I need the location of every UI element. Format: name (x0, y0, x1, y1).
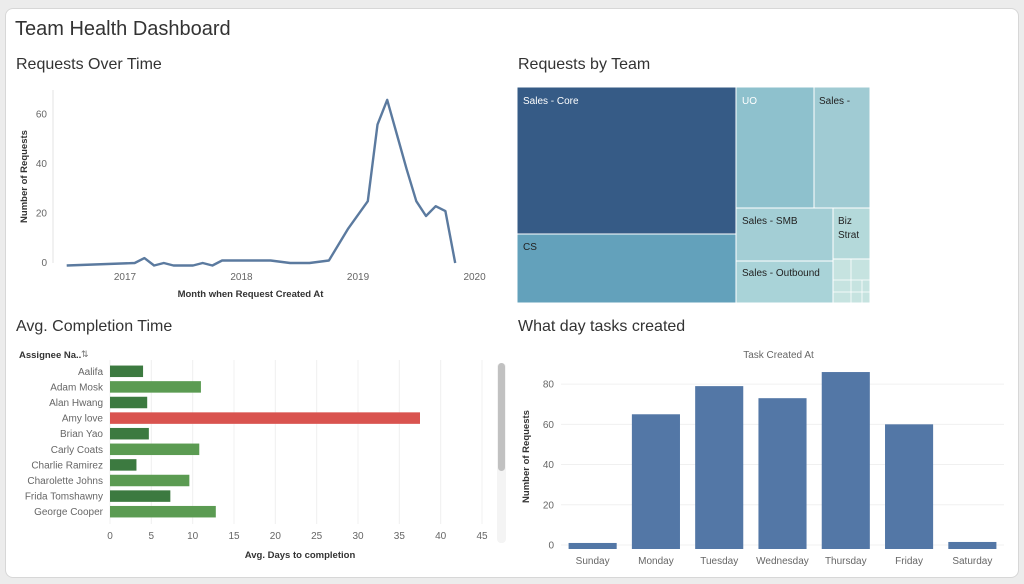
hbar-bar[interactable] (110, 443, 200, 456)
hbar-bar[interactable] (110, 365, 144, 378)
treemap-label-sales-core: Sales - Core (523, 96, 579, 107)
hbar-x-tick-label: 10 (187, 531, 199, 542)
hbar-category-label[interactable]: Amy love (62, 414, 104, 425)
line-y-tick: 40 (36, 159, 48, 170)
avg-completion-scrollbar-thumb[interactable] (498, 363, 505, 471)
avg-completion-chart[interactable]: 0 5 10 15 20 25 30 35 40 45 Aalifa Adam Mosk Alan Hw… (14, 360, 498, 568)
hbar-category-label[interactable]: Brian Yao (60, 429, 103, 440)
vbar-bar[interactable] (631, 414, 680, 549)
requests-over-time-chart[interactable]: 0 20 40 60 2017 2018 2019 2020 Month when Reques… (14, 80, 510, 308)
day-created-title: What day tasks created (518, 318, 686, 335)
treemap-label-sales: Sales - (819, 96, 850, 107)
vbar-category-label[interactable]: Friday (895, 556, 923, 567)
dashboard-title: Team Health Dashboard (15, 18, 231, 40)
day-created-chart[interactable]: Task Created At 0 20 40 60 80 Number of Reques… (516, 344, 1010, 572)
hbar-bar[interactable] (110, 427, 149, 440)
requests-by-team-treemap[interactable]: Sales - Core CS UO Sales - Sales - SMB B… (517, 87, 870, 303)
hbar-bar[interactable] (110, 381, 201, 393)
hbar-bar[interactable] (110, 474, 190, 487)
line-y-tick: 60 (36, 110, 48, 121)
avg-completion-title: Avg. Completion Time (16, 318, 173, 335)
vbar-category-label[interactable]: Tuesday (700, 556, 738, 567)
vbar-y-tick: 60 (543, 420, 555, 431)
vbar-bar[interactable] (695, 386, 744, 549)
line-x-tick: 2020 (463, 272, 486, 283)
hbar-bar[interactable] (110, 505, 216, 518)
treemap-label-biz-strat: Biz Strat (838, 216, 859, 241)
hbar-x-axis-title: Avg. Days to completion (245, 550, 356, 561)
hbar-bar[interactable] (110, 490, 171, 502)
vbar-y-tick: 40 (543, 460, 555, 471)
line-y-axis-title: Number of Requests (19, 130, 30, 223)
day-chart-header: Task Created At (743, 350, 814, 361)
sort-icon[interactable]: ⇅ (81, 349, 89, 359)
hbar-x-tick-label: 45 (476, 531, 488, 542)
vbar-category-label[interactable]: Monday (638, 556, 674, 567)
hbar-category-label[interactable]: Adam Mosk (50, 382, 104, 393)
hbar-x-tick-label: 40 (435, 531, 447, 542)
vbar-bar[interactable] (948, 541, 997, 549)
hbar-bar[interactable] (110, 412, 420, 424)
vbar-category-label[interactable]: Wednesday (756, 556, 809, 567)
hbar-x-tick-label: 30 (352, 531, 364, 542)
hbar-x-tick-label: 25 (311, 531, 323, 542)
line-y-tick: 20 (36, 209, 48, 220)
hbar-category-label[interactable]: George Cooper (34, 507, 104, 518)
hbar-x-tick-label: 15 (228, 531, 240, 542)
treemap-label-cs: CS (523, 242, 537, 253)
line-x-tick: 2017 (114, 272, 137, 283)
hbar-x-tick-label: 35 (394, 531, 406, 542)
treemap-label-sales-smb: Sales - SMB (742, 216, 798, 227)
assignee-column-header[interactable]: Assignee Na.. (19, 350, 82, 361)
vbar-y-tick: 0 (548, 540, 554, 551)
line-x-tick: 2019 (347, 272, 370, 283)
treemap-cell-uo[interactable] (735, 87, 815, 209)
treemap-label-sales-outbound: Sales - Outbound (742, 268, 820, 279)
treemap-cell-cs[interactable] (517, 233, 737, 303)
hbar-x-tick-label: 5 (149, 531, 155, 542)
vbar-bar[interactable] (568, 542, 617, 549)
requests-by-team-title: Requests by Team (518, 56, 651, 73)
hbar-axis-background (14, 524, 498, 568)
treemap-small-cell-dividers (833, 259, 870, 303)
hbar-category-label[interactable]: Charlie Ramirez (31, 460, 103, 471)
vbar-category-label[interactable]: Saturday (952, 556, 992, 567)
vbar-y-axis-title: Number of Requests (521, 410, 532, 503)
hbar-x-tick-label: 0 (107, 531, 113, 542)
requests-over-time-title: Requests Over Time (16, 56, 162, 73)
hbar-category-label[interactable]: Carly Coats (51, 445, 103, 456)
hbar-category-label[interactable]: Frida Tomshawny (25, 492, 103, 503)
treemap-cell-sales-core[interactable] (517, 87, 737, 235)
hbar-category-label[interactable]: Alan Hwang (49, 398, 103, 409)
hbar-x-tick-label: 20 (270, 531, 282, 542)
vbar-category-label[interactable]: Thursday (825, 556, 867, 567)
treemap-label-uo: UO (742, 96, 757, 107)
line-x-tick: 2018 (230, 272, 253, 283)
requests-series-line[interactable] (66, 98, 457, 267)
treemap-cell-small[interactable] (832, 258, 870, 303)
hbar-bar[interactable] (110, 396, 148, 409)
vbar-bar[interactable] (821, 372, 870, 549)
vbar-y-tick: 80 (543, 380, 555, 391)
line-y-tick: 0 (41, 258, 47, 269)
hbar-category-label[interactable]: Aalifa (78, 367, 103, 378)
treemap-cell-sales-smb[interactable] (735, 207, 834, 262)
vbar-y-tick: 20 (543, 500, 555, 511)
vbar-bar[interactable] (885, 424, 934, 549)
hbar-bar[interactable] (110, 459, 137, 471)
hbar-category-label[interactable]: Charolette Johns (27, 476, 103, 487)
vbar-category-label[interactable]: Sunday (576, 556, 610, 567)
line-x-axis-title: Month when Request Created At (178, 289, 325, 300)
vbar-bar[interactable] (758, 398, 807, 549)
